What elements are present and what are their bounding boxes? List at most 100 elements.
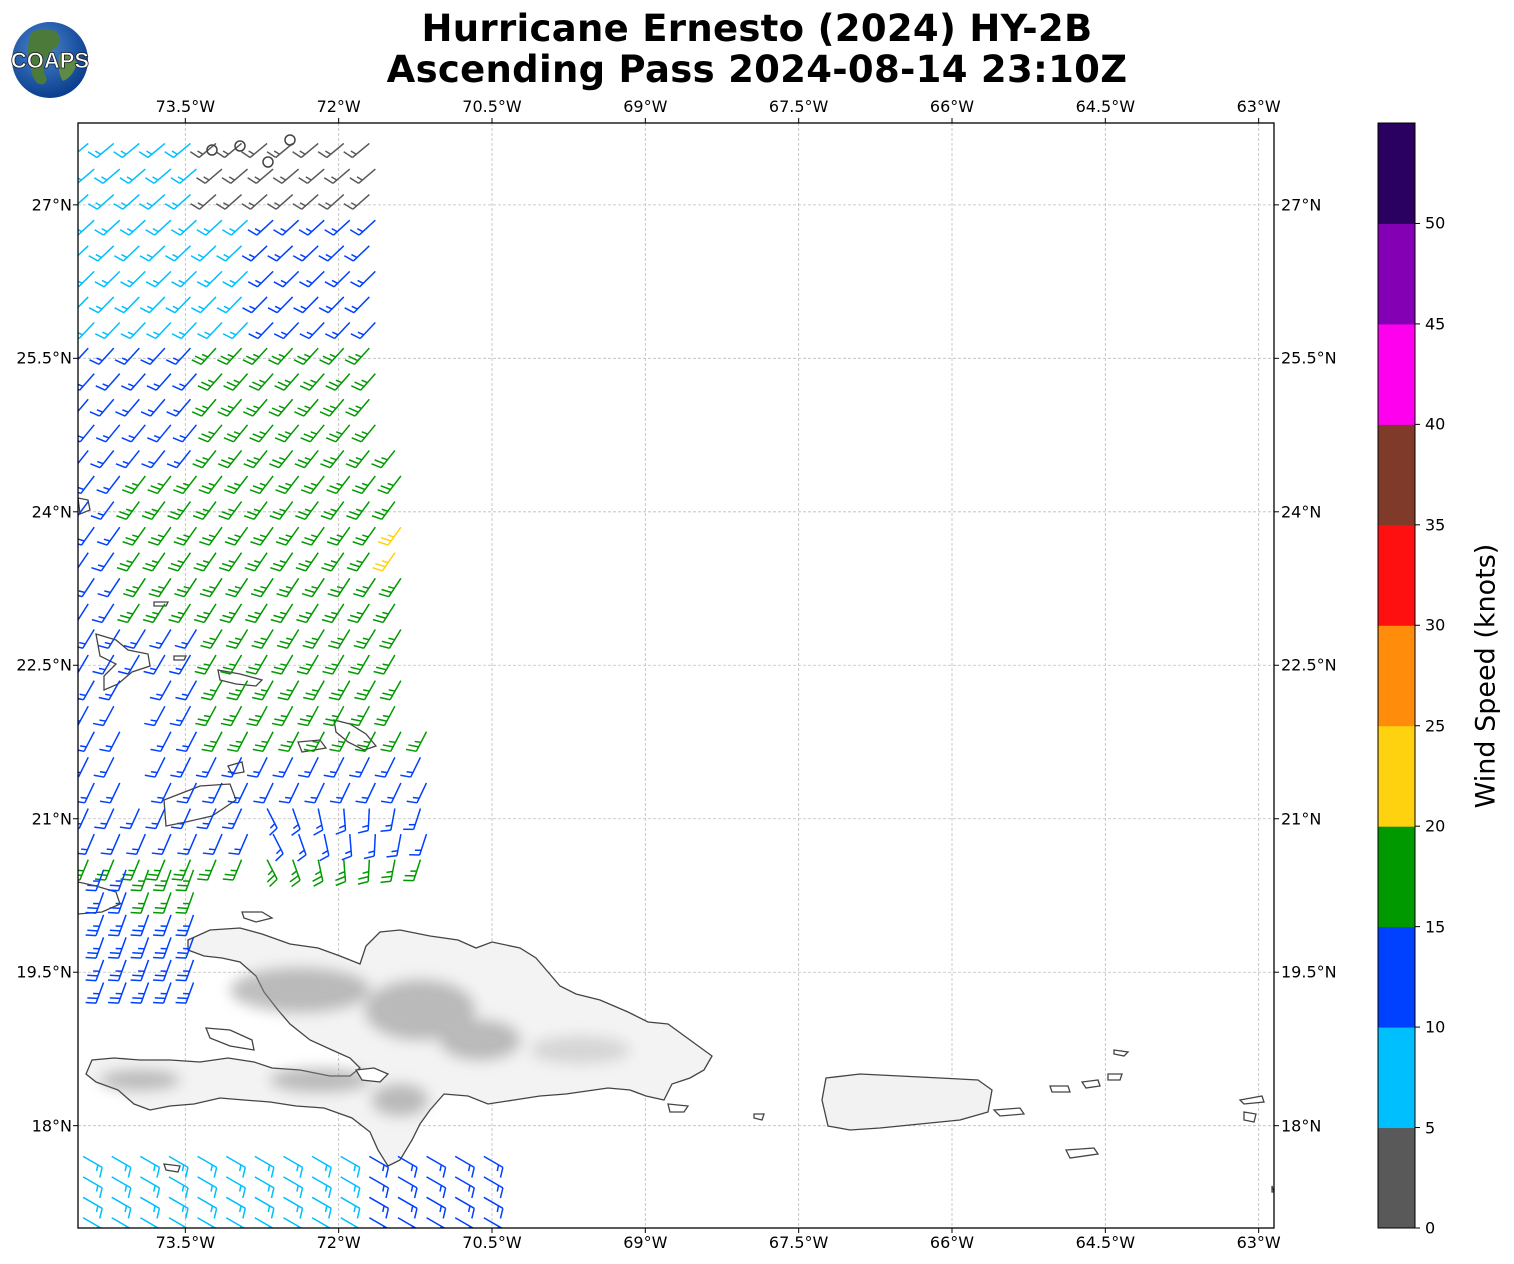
wind-barb — [349, 168, 376, 184]
wind-barb — [222, 321, 249, 340]
wind-barb — [130, 937, 150, 959]
wind-barb — [368, 1217, 389, 1228]
wind-barb — [146, 373, 172, 391]
wind-barb — [153, 914, 172, 937]
wind-barb — [250, 577, 274, 598]
wind-barb — [266, 194, 294, 210]
wind-barb — [123, 577, 146, 598]
wind-barb — [171, 321, 197, 340]
wind-barb — [318, 194, 345, 210]
wind-barb — [130, 959, 150, 982]
wind-barb — [225, 629, 249, 649]
wind-barb — [172, 424, 198, 443]
wind-barb — [149, 680, 172, 701]
wind-barb — [379, 629, 402, 649]
wind-barb — [363, 834, 377, 860]
wind-barb — [78, 757, 89, 778]
wind-barb — [168, 1196, 189, 1219]
wind-barb — [371, 449, 396, 469]
wind-barb — [122, 526, 146, 546]
wind-barb — [173, 526, 198, 546]
lon-tick-top: 67.5°W — [768, 97, 829, 116]
wind-barb — [138, 142, 166, 159]
wind-barb — [119, 808, 141, 830]
wind-barb — [197, 1217, 218, 1228]
wind-barb — [277, 680, 300, 701]
wind-barb — [320, 501, 345, 520]
wind-barb — [298, 219, 325, 236]
wind-barb — [317, 142, 345, 159]
wind-barb — [215, 142, 243, 159]
wind-barb — [216, 347, 243, 366]
wind-barb — [251, 680, 274, 701]
colorbar-segment — [1378, 826, 1415, 928]
colorbar-segment — [1378, 123, 1415, 224]
wind-barb — [117, 603, 140, 624]
wind-barb — [483, 1196, 504, 1219]
wind-barb — [139, 1176, 161, 1199]
wind-barb — [197, 1176, 218, 1199]
wind-barb — [191, 296, 217, 314]
wind-barb — [278, 782, 300, 804]
wind-barb — [303, 731, 325, 753]
wind-barb — [250, 526, 274, 546]
lat-tick-left: 18°N — [31, 1116, 72, 1136]
wind-barb — [275, 526, 300, 546]
colorbar-segment — [1378, 926, 1415, 1028]
wind-barb — [220, 654, 243, 675]
wind-barb — [321, 552, 345, 572]
wind-barb — [276, 577, 300, 598]
wind-barb — [199, 577, 223, 598]
wind-barb — [198, 475, 223, 495]
wind-barb — [78, 296, 89, 314]
wind-barb — [126, 833, 147, 856]
wind-barb — [313, 808, 324, 836]
wind-barb — [78, 552, 89, 572]
wind-barb — [120, 270, 146, 288]
wind-barb — [197, 373, 223, 391]
wind-barb — [177, 833, 198, 856]
colorbar-tick-label: 45 — [1425, 314, 1446, 334]
wind-barb — [335, 808, 347, 835]
wind-barb — [344, 296, 370, 314]
wind-barb — [78, 833, 95, 856]
wind-barb — [283, 1176, 304, 1199]
lat-tick-left: 22.5°N — [16, 655, 72, 675]
wind-barb — [194, 654, 217, 675]
wind-barb — [329, 782, 351, 804]
colorbar-tick-label: 25 — [1425, 716, 1446, 736]
colorbar-tick-label: 20 — [1425, 816, 1446, 836]
wind-barb — [116, 501, 140, 520]
wind-barb — [454, 1196, 475, 1219]
lon-tick-bottom: 63°W — [1236, 1233, 1281, 1252]
wind-barb — [117, 654, 140, 675]
wind-barb — [147, 424, 172, 443]
wind-barb — [352, 526, 376, 546]
lon-tick-bottom: 73.5°W — [155, 1233, 216, 1252]
wind-barb — [324, 270, 351, 288]
wind-barb — [85, 937, 105, 959]
wind-barb — [357, 808, 371, 834]
wind-barb — [222, 270, 249, 288]
wind-barb — [140, 347, 166, 366]
wind-barb — [296, 603, 319, 624]
wind-barb — [147, 475, 172, 495]
wind-barb — [192, 501, 217, 520]
wind-barb — [95, 424, 121, 443]
wind-barb — [343, 194, 370, 210]
colorbar-segment — [1378, 725, 1415, 827]
colorbar-segment — [1378, 524, 1415, 626]
colorbar-segment — [1378, 323, 1415, 425]
wind-barb — [343, 142, 370, 159]
wind-barb — [297, 705, 319, 727]
wind-barb — [170, 219, 197, 236]
wind-barb — [175, 892, 195, 914]
wind-barb — [454, 1155, 475, 1178]
wind-barb — [243, 449, 268, 469]
wind-barb — [164, 142, 191, 159]
wind-barb — [165, 245, 191, 262]
calm-marker — [262, 156, 274, 168]
wind-barb — [78, 705, 89, 726]
wind-barb — [343, 245, 370, 262]
wind-barb — [269, 449, 294, 469]
